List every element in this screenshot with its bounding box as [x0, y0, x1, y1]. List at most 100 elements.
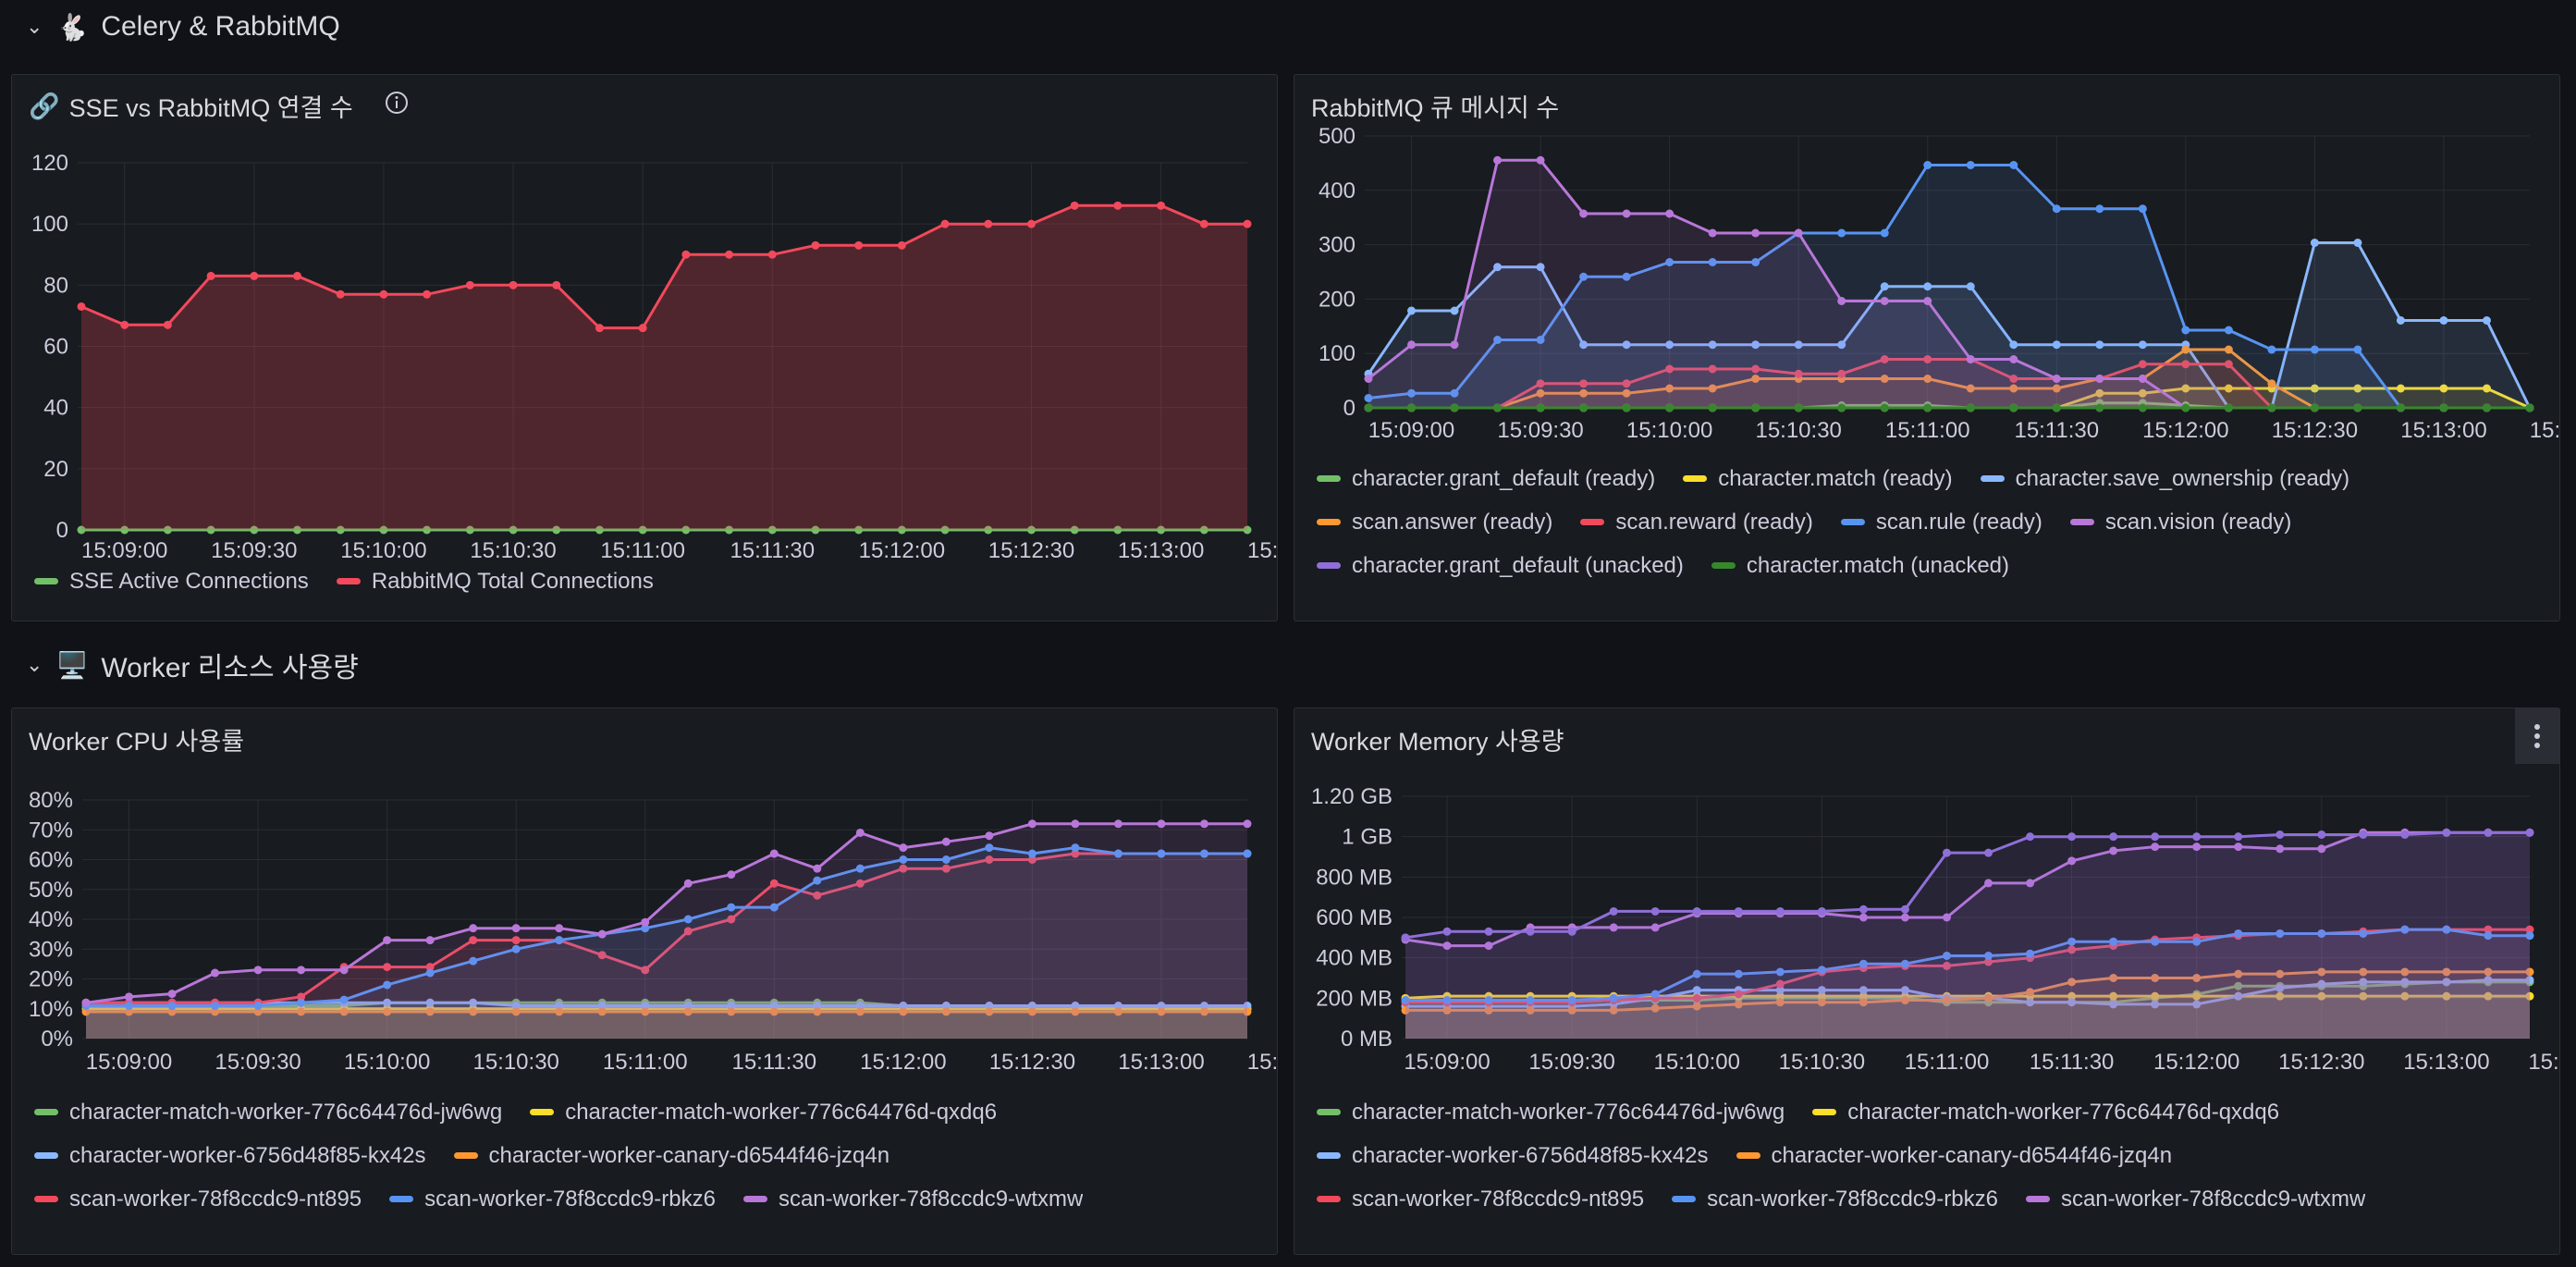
legend-swatch [742, 1196, 767, 1202]
data-point [641, 1002, 650, 1011]
legend-item[interactable]: character-match-worker-776c64476d-qxdq6 [1812, 1100, 2279, 1126]
legend-item[interactable]: character-worker-6756d48f85-kx42s [1317, 1143, 1709, 1169]
legend-item[interactable]: character.grant_default (ready) [1317, 466, 1655, 492]
legend-swatch [1317, 1196, 1341, 1202]
legend-item[interactable]: scan-worker-78f8ccdc9-nt895 [34, 1187, 362, 1212]
legend-item[interactable]: scan.rule (ready) [1840, 510, 2042, 535]
chevron-down-icon[interactable]: ⌄ [26, 15, 43, 38]
legend-item[interactable]: scan.answer (ready) [1317, 510, 1552, 535]
panel-title: RabbitMQ 큐 메시지 수 [1311, 88, 1559, 124]
data-point [1401, 1005, 1410, 1015]
data-point [985, 831, 994, 841]
data-point [1450, 340, 1459, 350]
y-tick-label: 100 [1319, 341, 1355, 366]
data-point [813, 891, 822, 900]
legend-item[interactable]: scan.vision (ready) [2069, 510, 2291, 535]
data-point [985, 1002, 994, 1011]
data-point [1027, 819, 1037, 829]
chevron-down-icon[interactable]: ⌄ [26, 653, 43, 676]
legend-label: character-match-worker-776c64476d-qxdq6 [565, 1099, 998, 1125]
y-tick-label: 1.20 GB [1311, 784, 1392, 809]
data-point [1567, 927, 1576, 936]
legend-item[interactable]: scan-worker-78f8ccdc9-nt895 [1317, 1187, 1644, 1212]
data-point [77, 525, 86, 535]
legend-item[interactable]: character-worker-6756d48f85-kx42s [34, 1143, 426, 1169]
data-point [683, 1007, 693, 1016]
data-point [1817, 906, 1826, 916]
x-tick-label: 15:12:30 [2278, 1050, 2364, 1075]
panel-queue-messages[interactable]: RabbitMQ 큐 메시지 수 500 400 300 200 100 0 15:09:0… [1294, 74, 2560, 621]
data-point [1775, 991, 1785, 1001]
legend-item[interactable]: character-match-worker-776c64476d-jw6wg [1317, 1100, 1785, 1126]
legend-item[interactable]: scan.reward (ready) [1580, 510, 1813, 535]
legend-swatch [1672, 1196, 1697, 1202]
legend-item[interactable]: character.save_ownership (ready) [1980, 466, 2349, 492]
data-point [1026, 525, 1036, 535]
data-point [1984, 879, 1993, 888]
legend-label: scan-worker-78f8ccdc9-rbkz6 [424, 1186, 716, 1212]
legend-item[interactable]: character-match-worker-776c64476d-qxdq6 [530, 1100, 997, 1126]
series-area [1405, 832, 2530, 1039]
data-point [253, 966, 263, 975]
data-point [1858, 904, 1868, 914]
legend-item[interactable]: scan-worker-78f8ccdc9-rbkz6 [1672, 1187, 1998, 1212]
data-point [1900, 959, 1909, 968]
legend-item[interactable]: character.match (ready) [1683, 466, 1953, 492]
series-area [1368, 388, 2530, 408]
legend-item[interactable]: scan-worker-78f8ccdc9-wtxmw [2025, 1187, 2365, 1212]
data-point [423, 289, 432, 299]
data-point [1794, 340, 1803, 350]
sse-chart: 120 100 80 60 40 20 0 15:09:00 15:09:30 15:10:00 1… [31, 151, 1277, 563]
legend-item[interactable]: character.match (unacked) [1711, 553, 2009, 579]
legend-item[interactable]: RabbitMQ Total Connections [336, 569, 654, 595]
data-point [595, 525, 604, 535]
data-point [1692, 969, 1701, 978]
legend-item[interactable]: character-worker-canary-d6544f46-jzq4n [453, 1143, 889, 1169]
data-point [1450, 388, 1459, 398]
series-area [1368, 350, 2530, 408]
info-icon[interactable] [385, 91, 409, 121]
legend-label: scan-worker-78f8ccdc9-wtxmw [778, 1186, 1084, 1212]
data-point [2275, 969, 2285, 978]
data-point [425, 968, 435, 978]
legend-swatch [34, 1152, 58, 1159]
data-point [2275, 830, 2285, 839]
legend-item[interactable]: scan-worker-78f8ccdc9-wtxmw [742, 1186, 1084, 1212]
x-tick-label: 15:10:30 [1779, 1050, 1865, 1075]
data-point [2109, 1000, 2118, 1009]
data-point [1199, 849, 1208, 858]
data-point [1026, 219, 1036, 228]
data-point [1858, 998, 1868, 1007]
row-header-celery[interactable]: ⌄ 🐇 Celery & RabbitMQ [26, 11, 340, 43]
legend-item[interactable]: character-worker-canary-d6544f46-jzq4n [1736, 1143, 2172, 1169]
panel-title: Worker Memory 사용량 [1311, 721, 1564, 757]
data-point [1071, 819, 1080, 829]
legend-item[interactable]: character.grant_default (unacked) [1317, 553, 1684, 579]
row-header-worker[interactable]: ⌄ 🖥️ Worker 리소스 사용량 [26, 645, 359, 685]
data-point [2439, 403, 2448, 412]
legend-item[interactable]: scan-worker-78f8ccdc9-rbkz6 [389, 1187, 716, 1212]
legend-swatch [336, 578, 361, 584]
legend-item[interactable]: character-match-worker-776c64476d-jw6wg [34, 1100, 502, 1126]
data-point [854, 525, 864, 535]
data-point [1113, 525, 1122, 535]
data-point [511, 1002, 521, 1011]
panel-worker-cpu[interactable]: Worker CPU 사용률 80% 70% 60% 50% 40% 30% 20% 10% 0… [11, 707, 1278, 1255]
panel-sse-connections[interactable]: 🔗 SSE vs RabbitMQ 연결 수 120 100 80 60 40 20 0 15… [11, 74, 1278, 621]
y-tick-label: 200 [1319, 287, 1355, 312]
data-point [597, 1002, 607, 1011]
data-point [1199, 1007, 1208, 1016]
data-point [1243, 819, 1252, 829]
legend-item[interactable]: SSE Active Connections [34, 569, 309, 595]
y-tick-label: 40% [29, 907, 73, 932]
data-point [727, 903, 736, 912]
data-point [2009, 384, 2018, 393]
y-tick-label: 600 MB [1316, 905, 1392, 930]
panel-title-text: Worker CPU 사용률 [29, 728, 245, 756]
data-point [899, 864, 908, 873]
series-line [1405, 830, 2530, 940]
x-tick-label: 15:11:30 [2014, 418, 2099, 443]
data-point [2138, 388, 2147, 398]
panel-worker-memory[interactable]: Worker Memory 사용량 1.20 GB 1 GB 800 MB 600 M… [1294, 707, 2560, 1255]
panel-menu-button[interactable] [2515, 708, 2559, 764]
